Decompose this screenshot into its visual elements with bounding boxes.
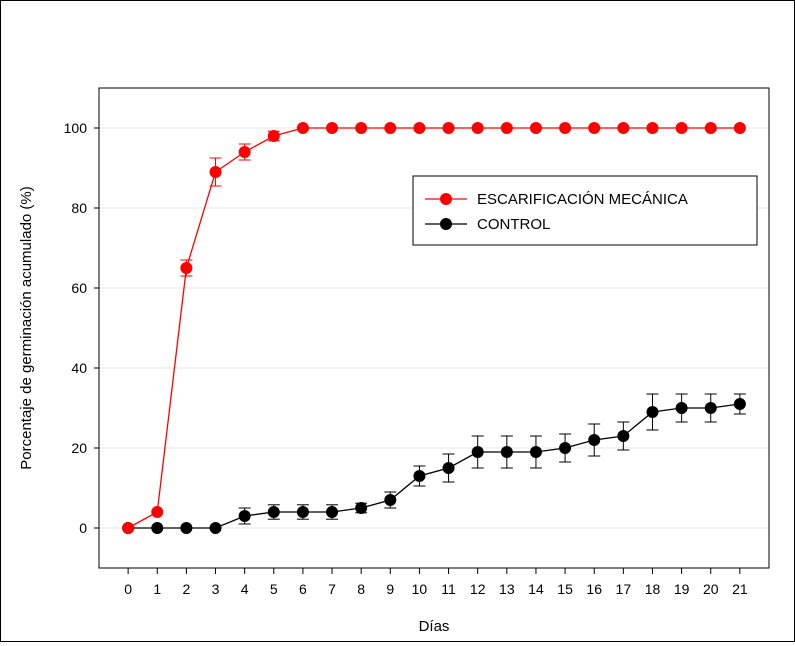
data-point (471, 122, 484, 134)
x-tick-label: 10 (412, 581, 428, 597)
data-point (413, 470, 426, 482)
x-tick-label: 3 (212, 581, 220, 597)
data-point (529, 122, 542, 134)
x-tick-label: 7 (328, 581, 336, 597)
legend-box (412, 175, 758, 246)
data-point (588, 122, 601, 134)
x-tick-label: 8 (357, 581, 365, 597)
data-point (617, 122, 630, 134)
y-tick-label: 20 (71, 440, 87, 456)
x-tick-label: 0 (124, 581, 132, 597)
series-line (127, 127, 740, 529)
data-point (296, 506, 309, 518)
data-point (209, 166, 222, 178)
data-point (384, 122, 397, 134)
data-point (704, 122, 717, 134)
data-point (675, 402, 688, 414)
x-tick-label: 6 (299, 581, 307, 597)
x-tick-label: 12 (470, 581, 486, 597)
series (122, 122, 746, 534)
data-point (326, 122, 339, 134)
data-point (267, 506, 280, 518)
data-point (151, 506, 164, 518)
data-point (209, 522, 222, 534)
series-line (128, 403, 740, 529)
legend-label: ESCARIFICACIÓN MECÁNICA (477, 191, 688, 208)
data-point (384, 494, 397, 506)
data-point (704, 402, 717, 414)
data-point (646, 122, 659, 134)
series-layer (122, 122, 746, 534)
data-point (529, 446, 542, 458)
x-tick-label: 4 (241, 581, 249, 597)
data-point (733, 122, 746, 134)
data-point (559, 122, 572, 134)
y-tick-label: 0 (79, 520, 87, 536)
data-point (559, 442, 572, 454)
legend-marker (440, 218, 452, 230)
data-point (180, 262, 193, 274)
data-point (442, 122, 455, 134)
x-tick-label: 13 (499, 581, 515, 597)
x-tick-label: 1 (153, 581, 161, 597)
x-tick-label: 17 (616, 581, 632, 597)
data-point (646, 406, 659, 418)
x-tick-label: 14 (528, 581, 544, 597)
data-point (675, 122, 688, 134)
data-point (296, 122, 309, 134)
data-point (238, 510, 251, 522)
x-tick-label: 15 (557, 581, 573, 597)
x-tick-label: 11 (441, 581, 456, 597)
data-point (413, 122, 426, 134)
y-tick-label: 80 (71, 200, 87, 216)
legend: ESCARIFICACIÓN MECÁNICA CONTROL (412, 175, 758, 246)
data-point (267, 130, 280, 142)
legend-marker (440, 193, 452, 205)
y-tick-label: 100 (64, 120, 88, 136)
data-point (151, 522, 164, 534)
data-point (733, 398, 746, 410)
data-point (500, 446, 513, 458)
y-tick-label: 60 (71, 280, 87, 296)
x-tick-label: 9 (386, 581, 394, 597)
x-tick-label: 5 (270, 581, 278, 597)
x-tick-label: 18 (645, 581, 661, 597)
y-tick-label: 40 (71, 360, 87, 376)
data-point (471, 446, 484, 458)
data-point (355, 502, 368, 514)
data-point (355, 122, 368, 134)
data-point (122, 522, 135, 534)
plot-area (98, 87, 770, 569)
data-point (180, 522, 193, 534)
data-point (442, 462, 455, 474)
data-point (617, 430, 630, 442)
data-point (326, 506, 339, 518)
data-point (500, 122, 513, 134)
legend-label: CONTROL (477, 216, 550, 233)
x-tick-label: 16 (586, 581, 602, 597)
x-tick-label: 2 (182, 581, 190, 597)
series (122, 393, 746, 534)
y-axis-label: Porcentaje de germinación acumulado (%) (18, 186, 35, 469)
x-tick-label: 19 (674, 581, 690, 597)
x-tick-label: 21 (732, 581, 748, 597)
data-point (238, 146, 251, 158)
x-axis-label: Días (419, 618, 450, 635)
x-tick-label: 20 (703, 581, 719, 597)
data-point (588, 434, 601, 446)
